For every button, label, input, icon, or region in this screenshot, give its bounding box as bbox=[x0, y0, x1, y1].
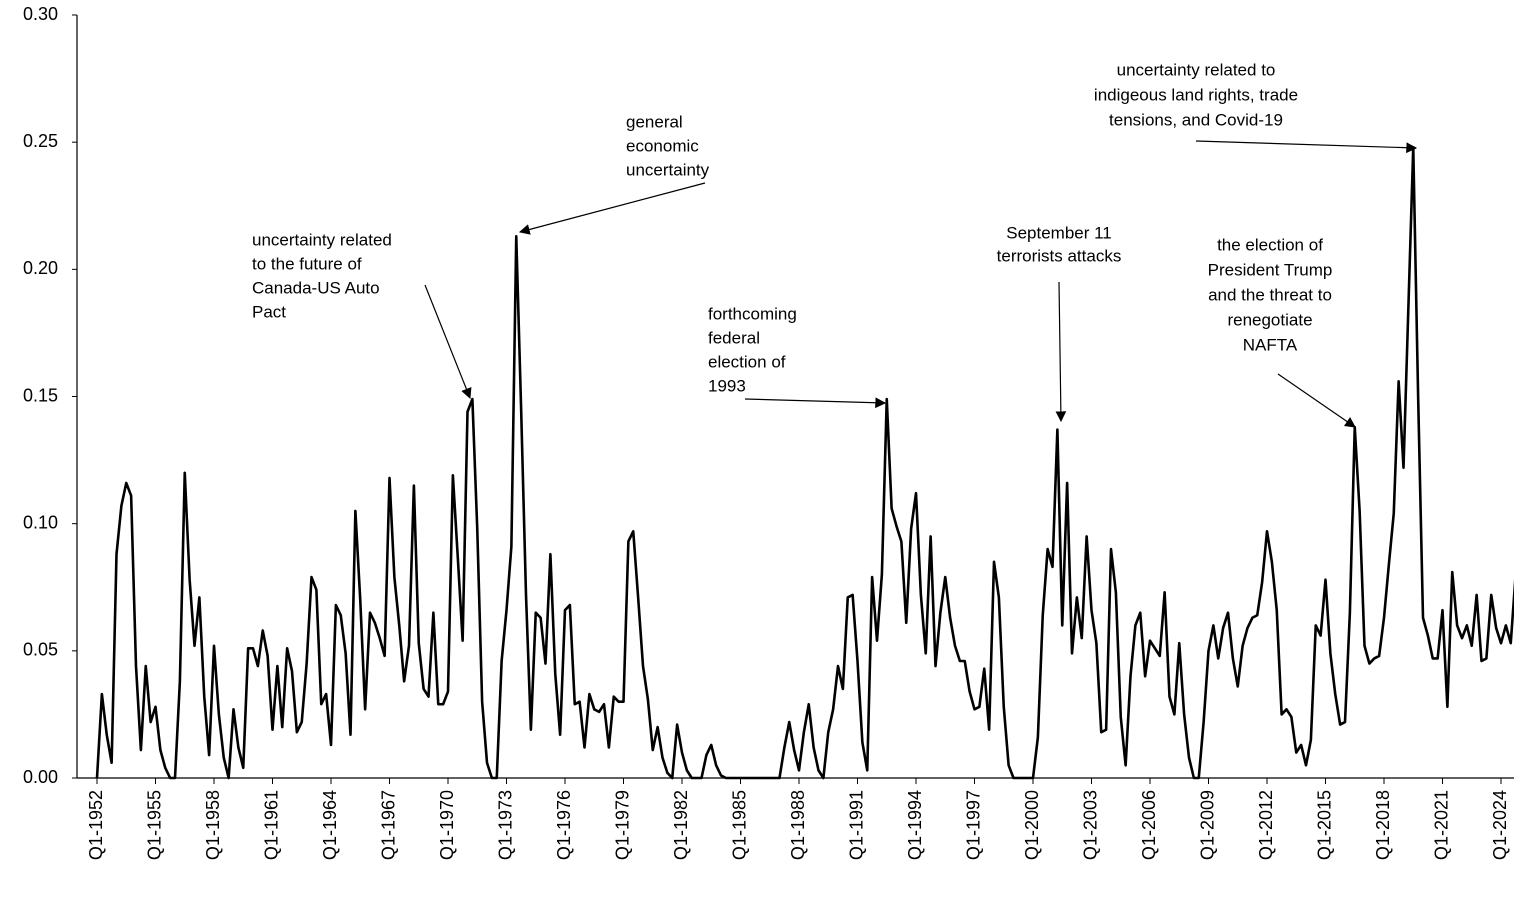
x-tick-label: Q1-2000 bbox=[1022, 790, 1042, 860]
annotation-arrow bbox=[424, 284, 472, 400]
x-tick-label: Q1-1982 bbox=[671, 790, 691, 860]
y-tick-label: 0.00 bbox=[23, 767, 58, 787]
annotation: renegotiate bbox=[1227, 310, 1312, 329]
annotation: forthcoming bbox=[708, 304, 797, 323]
y-tick-label: 0.10 bbox=[23, 512, 58, 532]
annotation: NAFTA bbox=[1243, 335, 1298, 354]
annotation: economic bbox=[626, 136, 699, 155]
annotation-arrow bbox=[1195, 140, 1418, 154]
x-tick-label: Q1-1952 bbox=[86, 790, 106, 860]
annotation: the election of bbox=[1217, 235, 1323, 254]
annotation: uncertainty related to bbox=[1117, 60, 1276, 79]
annotation: September 11 bbox=[1006, 223, 1112, 242]
y-tick-label: 0.15 bbox=[23, 385, 58, 405]
y-tick-label: 0.25 bbox=[23, 131, 58, 151]
annotation: President Trump bbox=[1208, 260, 1333, 279]
annotation: uncertainty related bbox=[252, 230, 392, 249]
y-tick-label: 0.05 bbox=[23, 640, 58, 660]
x-tick-label: Q1-2003 bbox=[1080, 790, 1100, 860]
x-tick-label: Q1-1997 bbox=[963, 790, 983, 860]
annotation: 1993 bbox=[708, 376, 746, 395]
annotation-arrow bbox=[518, 182, 706, 235]
y-tick-label: 0.20 bbox=[23, 258, 58, 278]
annotation-arrow bbox=[1277, 373, 1356, 428]
x-tick-label: Q1-1976 bbox=[554, 790, 574, 860]
x-tick-label: Q1-1994 bbox=[905, 790, 925, 860]
x-tick-label: Q1-1958 bbox=[203, 790, 223, 860]
x-tick-label: Q1-2018 bbox=[1373, 790, 1393, 860]
x-tick-label: Q1-1988 bbox=[788, 790, 808, 860]
annotation: indigeous land rights, trade bbox=[1094, 85, 1298, 104]
annotation: to the future of bbox=[252, 254, 362, 273]
annotation: tensions, and Covid-19 bbox=[1109, 110, 1283, 129]
x-tick-label: Q1-2012 bbox=[1256, 790, 1276, 860]
x-tick-label: Q1-2015 bbox=[1314, 790, 1334, 860]
y-tick-label: 0.30 bbox=[23, 4, 58, 24]
annotation: election of bbox=[708, 352, 786, 371]
x-tick-label: Q1-1979 bbox=[612, 790, 632, 860]
annotation: Canada-US Auto bbox=[252, 278, 380, 297]
line bbox=[95, 145, 1514, 780]
x-tick-label: Q1-1991 bbox=[846, 790, 866, 860]
x-tick-label: Q1-1955 bbox=[144, 790, 164, 860]
x-tick-label: Q1-1973 bbox=[495, 790, 515, 860]
x-tick-label: Q1-1970 bbox=[437, 790, 457, 860]
annotation: Pact bbox=[252, 302, 286, 321]
x-tick-label: Q1-2009 bbox=[1197, 790, 1217, 860]
annotation-arrow bbox=[1055, 281, 1067, 423]
x-tick-label: Q1-2021 bbox=[1431, 790, 1451, 860]
annotation: terrorists attacks bbox=[997, 246, 1122, 265]
annotation: general bbox=[626, 112, 683, 131]
x-tick-label: Q1-2006 bbox=[1139, 790, 1159, 860]
x-tick-label: Q1-1961 bbox=[261, 790, 281, 860]
x-tick-label: Q1-1964 bbox=[320, 790, 340, 860]
x-tick-label: Q1-1985 bbox=[729, 790, 749, 860]
x-tick-label: Q1-2024 bbox=[1490, 790, 1510, 860]
annotation-arrow bbox=[744, 397, 887, 409]
x-tick-label: Q1-1967 bbox=[378, 790, 398, 860]
annotation: and the threat to bbox=[1208, 285, 1332, 304]
annotation: uncertainty bbox=[626, 160, 710, 179]
annotation: federal bbox=[708, 328, 760, 347]
